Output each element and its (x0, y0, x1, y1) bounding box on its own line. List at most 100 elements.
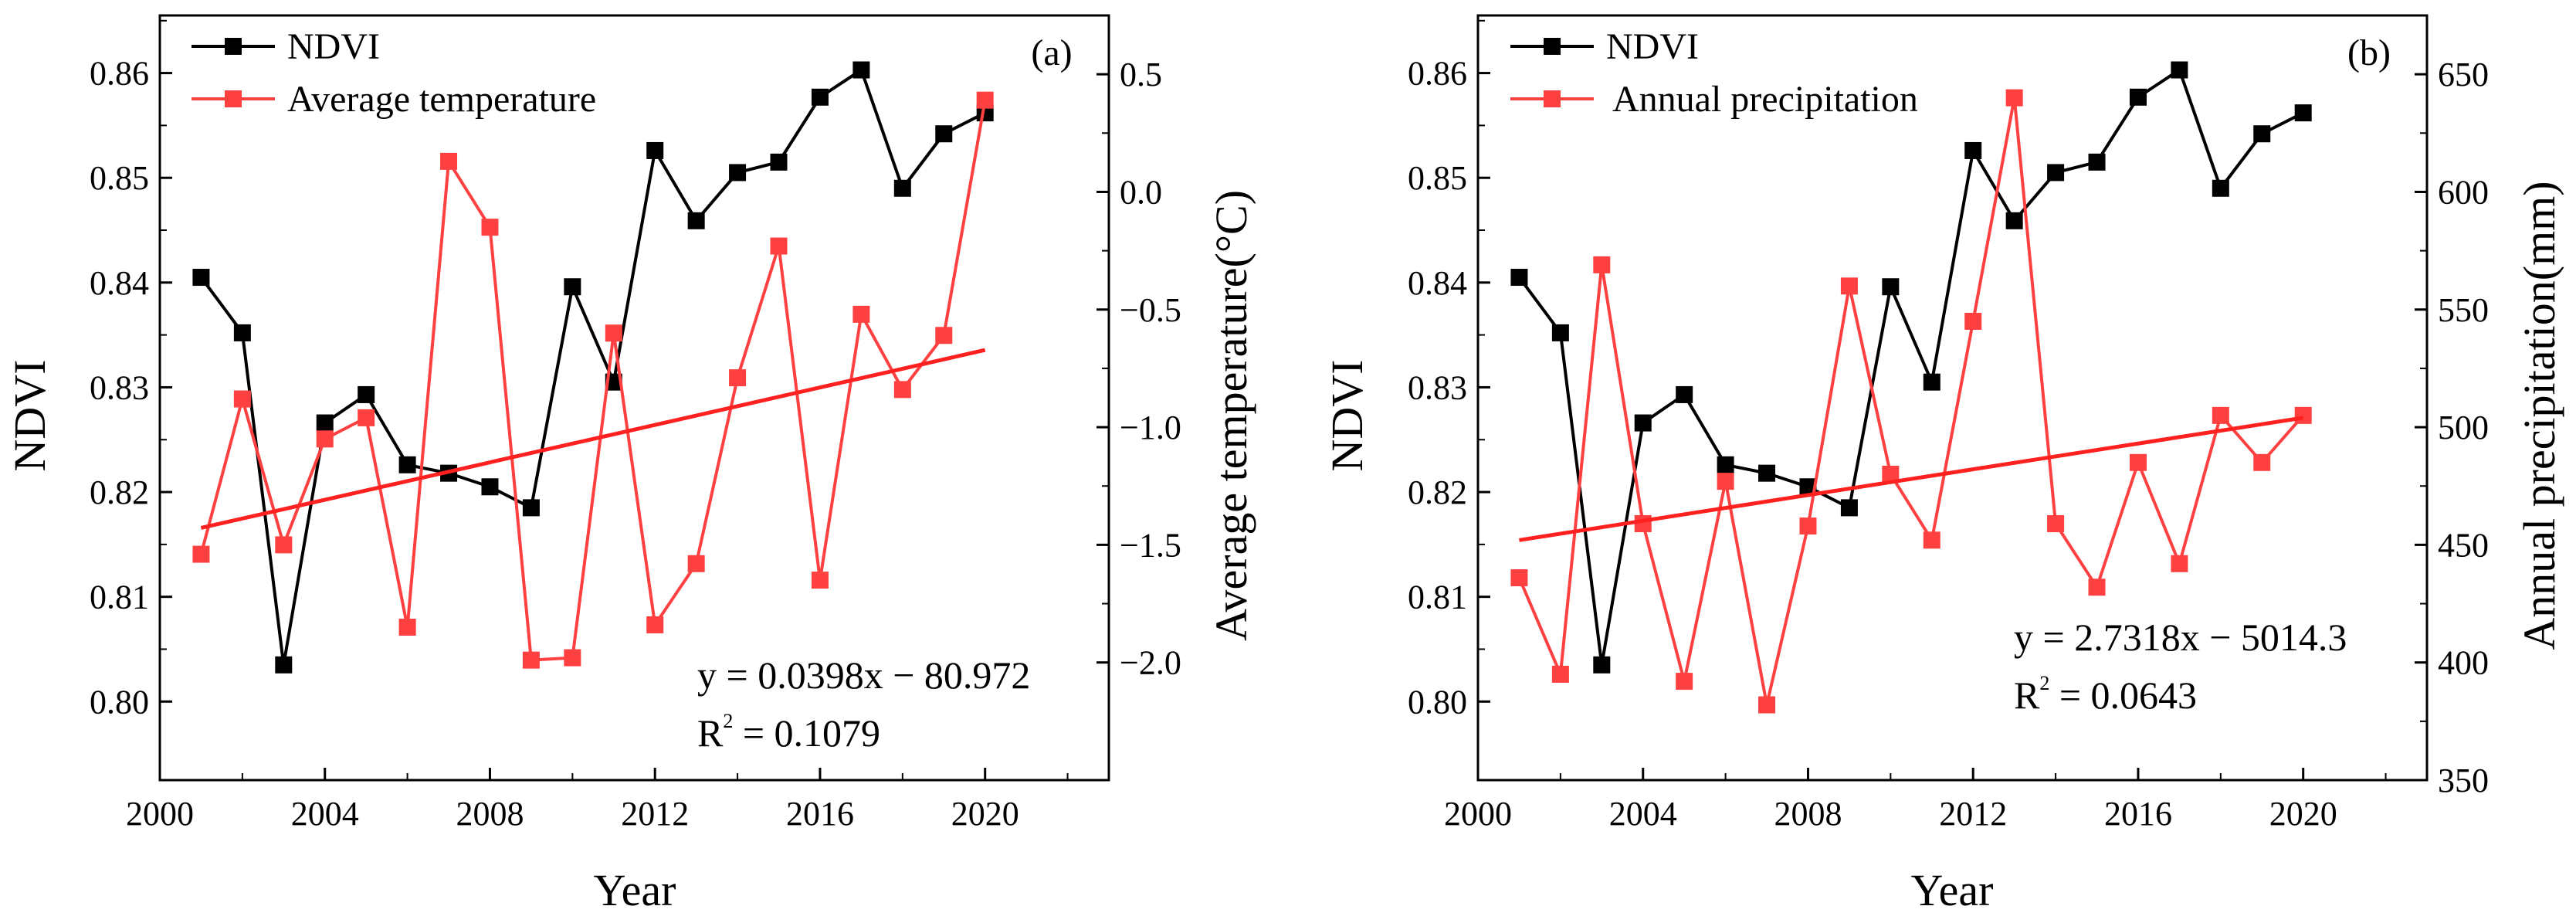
y-axis-left-b: 0.80 0.81 0.82 0.83 0.84 0.85 0.86 (1408, 19, 1490, 721)
data-point-a (687, 212, 705, 229)
data-point-a (192, 269, 210, 287)
x-tick-label-b: 2004 (1609, 795, 1677, 833)
data-point-b (1840, 499, 1858, 517)
data-point-a (935, 327, 953, 344)
y-left-tick-label-a: 0.83 (90, 368, 149, 406)
data-point-b (1676, 673, 1693, 691)
plot-frame-b (1476, 14, 2429, 782)
data-point-b (1923, 531, 1940, 549)
series-ndvi-a (192, 61, 994, 674)
trend-r2-sup-a: 2 (723, 710, 733, 732)
data-point-b (1551, 665, 1569, 683)
data-point-b (1964, 313, 1982, 330)
x-tick-label-b: 2000 (1444, 795, 1512, 833)
trend-r2-prefix-b: R (2014, 674, 2040, 717)
y-right-tick-label-b: 600 (2438, 173, 2489, 211)
data-point-a (852, 61, 870, 79)
x-tick-label-a: 2000 (126, 795, 194, 833)
y-right-tick-label-b: 500 (2438, 409, 2489, 446)
y-left-tick-label-b: 0.83 (1408, 368, 1467, 406)
data-point-a (646, 616, 664, 633)
data-point-b (2047, 514, 2065, 532)
data-point-a (440, 152, 458, 170)
data-point-b (1758, 464, 1776, 482)
data-point-b (1840, 277, 1858, 295)
panel-label-a: (a) (1031, 32, 1072, 73)
data-point-a (358, 385, 375, 403)
legend-label-ndvi-b: NDVI (1606, 26, 1699, 67)
y-axis-title-left-b: NDVI (1322, 360, 1372, 472)
x-tick-label-a: 2020 (951, 795, 1019, 833)
data-point-b (2253, 453, 2271, 471)
data-point-b (2212, 406, 2229, 424)
data-point-b (1964, 141, 1982, 159)
legend-item-precipitation-b: Annual precipitation (1510, 79, 1918, 120)
data-point-a (935, 125, 953, 143)
y-left-tick-label-b: 0.84 (1408, 264, 1467, 302)
trend-annotation-b: y = 2.7318x − 5014.3 R2 = 0.0643 (2014, 616, 2347, 717)
data-point-b (1510, 269, 1528, 287)
data-point-b (2088, 153, 2106, 171)
legend-a: NDVI Average temperature (192, 26, 596, 120)
series-line-b (1517, 97, 2305, 705)
trend-r2-b: R2 = 0.0643 (2014, 672, 2197, 717)
y-axis-right-b: 350 400 450 500 550 600 650 (2415, 56, 2489, 799)
data-point-a (976, 91, 994, 109)
data-point-a (398, 619, 416, 636)
x-axis-a: 2000 2004 2008 2012 2016 2020 (126, 768, 1069, 833)
data-point-a (481, 219, 499, 236)
data-point-a (729, 369, 747, 387)
y-left-tick-label-a: 0.86 (90, 55, 149, 93)
y-right-tick-label-b: 400 (2438, 644, 2489, 682)
data-point-a (646, 141, 664, 159)
data-point-b (1717, 456, 1734, 473)
x-tick-label-b: 2020 (2269, 795, 2337, 833)
trend-r2-value-a: = 0.1079 (733, 711, 880, 755)
y-axis-left-a: 0.80 0.81 0.82 0.83 0.84 0.85 0.86 (90, 19, 172, 721)
y-left-tick-label-a: 0.80 (90, 683, 149, 721)
y-right-tick-label-a: −0.5 (1120, 291, 1181, 329)
y-left-tick-label-b: 0.80 (1408, 683, 1467, 721)
x-tick-label-a: 2016 (786, 795, 854, 833)
x-tick-label-b: 2016 (2104, 795, 2172, 833)
panel-label-b: (b) (2347, 32, 2391, 73)
data-point-a (564, 649, 581, 667)
x-tick-label-a: 2004 (291, 795, 359, 833)
series-ndvi-b (1510, 61, 2312, 674)
trend-r2-prefix-a: R (697, 711, 724, 755)
y-left-tick-label-a: 0.81 (90, 579, 149, 616)
legend-item-temperature-a: Average temperature (192, 79, 596, 120)
y-axis-right-a: −2.0 −1.5 −1.0 −0.5 0.0 0.5 (1096, 56, 1181, 682)
y-left-tick-label-b: 0.82 (1408, 473, 1467, 511)
data-point-a (811, 88, 829, 106)
data-point-b (2294, 104, 2312, 122)
series-climate-a (192, 91, 994, 669)
x-tick-label-b: 2012 (1939, 795, 2007, 833)
plot-area-a (192, 61, 994, 674)
data-point-a (233, 390, 251, 408)
data-point-b (2212, 179, 2229, 197)
y-right-tick-label-b: 650 (2438, 56, 2489, 93)
legend-b: NDVI Annual precipitation (1510, 26, 1918, 120)
y-right-tick-label-b: 350 (2438, 762, 2489, 799)
data-point-a (893, 381, 911, 399)
data-point-b (2005, 89, 2023, 107)
data-point-b (2088, 579, 2106, 596)
data-point-b (2171, 555, 2188, 572)
x-axis-b: 2000 2004 2008 2012 2016 2020 (1444, 768, 2387, 833)
y-left-tick-label-a: 0.84 (90, 264, 149, 302)
plot-area-b (1510, 61, 2312, 714)
legend-item-ndvi-b: NDVI (1510, 26, 1699, 67)
data-point-b (2129, 453, 2147, 471)
x-axis-title-a: Year (594, 865, 676, 915)
data-point-a (687, 555, 705, 572)
plot-frame-a (158, 14, 1110, 782)
data-point-a (852, 305, 870, 323)
series-line-b (1517, 67, 2304, 666)
y-right-tick-label-a: 0.5 (1120, 56, 1162, 93)
data-point-a (398, 456, 416, 473)
data-point-a (522, 651, 540, 669)
data-point-b (2129, 88, 2147, 106)
data-point-a (522, 499, 540, 517)
legend-label-temperature-a: Average temperature (287, 79, 596, 120)
